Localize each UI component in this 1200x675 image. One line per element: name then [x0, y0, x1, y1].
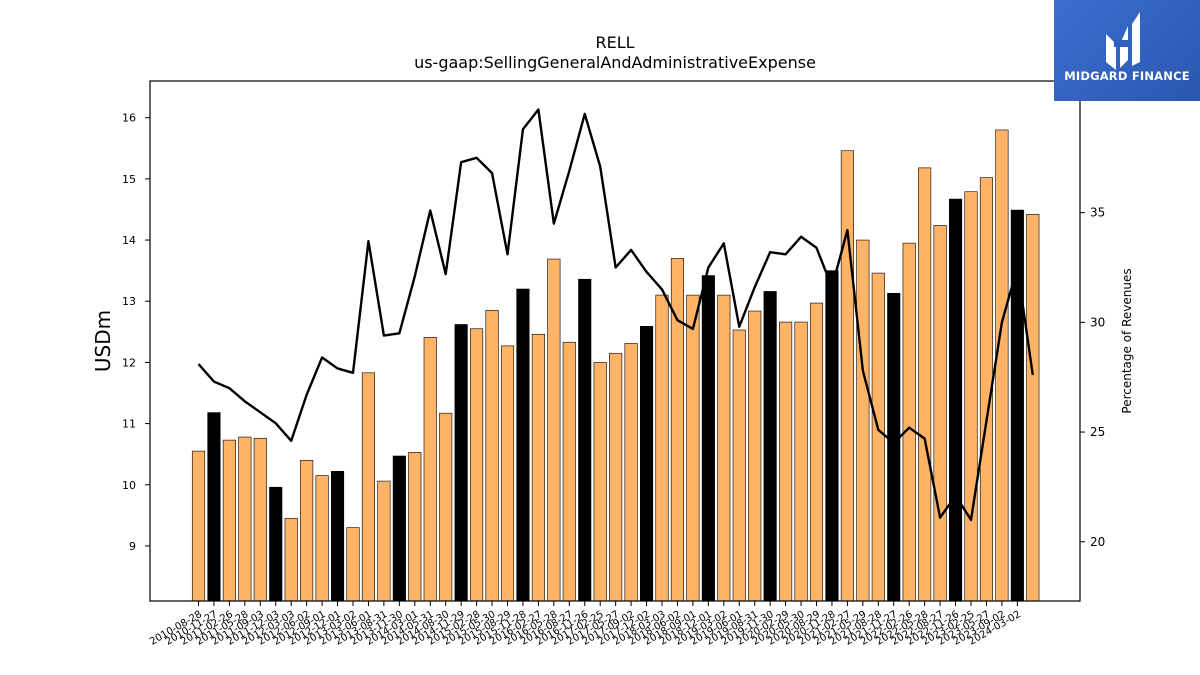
bar [423, 337, 437, 602]
bar [624, 343, 638, 602]
bar [392, 455, 406, 602]
x-axis: 2010-08-282010-11-272011-02-262011-05-28… [148, 601, 1023, 648]
bar [732, 329, 746, 602]
bar [748, 310, 762, 602]
bar [330, 471, 345, 602]
bar [918, 167, 932, 602]
bar [948, 198, 963, 602]
bar [856, 239, 870, 602]
bar [779, 321, 793, 602]
line-layer [197, 108, 1034, 522]
bar [300, 459, 314, 602]
bar [717, 294, 731, 602]
bar [840, 150, 854, 602]
bar [284, 518, 298, 602]
bar [609, 352, 623, 602]
y2-tick-label: 35 [1090, 206, 1105, 220]
y2-axis-label: Percentage of Revenues [1120, 268, 1134, 413]
bar [207, 412, 221, 602]
y-axis: 9 10 11 12 13 14 15 16 [122, 112, 150, 553]
bar [500, 345, 515, 602]
bar [470, 328, 484, 602]
bar [315, 475, 329, 602]
bar [902, 242, 916, 602]
midgard-finance-logo: MIDGARD FINANCE [1054, 0, 1200, 101]
bar [253, 437, 267, 602]
y-tick-label: 11 [122, 418, 136, 431]
bar [269, 486, 283, 602]
y2-tick-label: 25 [1090, 425, 1105, 439]
y-tick-label: 15 [122, 173, 136, 186]
y-tick-label: 10 [122, 479, 136, 492]
y2-tick-label: 30 [1090, 315, 1105, 329]
bar [578, 278, 592, 602]
bar [547, 258, 561, 602]
bar [887, 292, 901, 602]
y-tick-label: 16 [122, 112, 136, 125]
plot-frame [149, 80, 1081, 602]
chart-subtitle: us-gaap:SellingGeneralAndAdministrativeE… [414, 53, 816, 72]
y-axis-label: USDm [91, 310, 115, 372]
percentage-line [197, 108, 1034, 522]
bar [701, 275, 715, 602]
bar [485, 310, 499, 602]
bar [454, 324, 468, 602]
bar [439, 412, 453, 602]
bar [933, 225, 947, 602]
y-tick-label: 12 [122, 356, 136, 369]
y-tick-label: 13 [122, 295, 136, 308]
bar [871, 272, 885, 602]
bar [562, 341, 576, 602]
bar [238, 436, 252, 602]
y2-axis: 20 25 30 35 [1080, 206, 1105, 549]
bar [516, 288, 530, 602]
bar [686, 294, 700, 602]
bar [763, 291, 777, 602]
bar [655, 294, 669, 602]
midgard-logo-icon [1106, 12, 1140, 70]
bar [408, 452, 422, 602]
bar [377, 480, 391, 602]
bar [361, 372, 376, 602]
bar [825, 270, 839, 602]
bar [995, 129, 1009, 602]
bar [593, 362, 607, 602]
y2-tick-label: 20 [1090, 535, 1105, 549]
bar [964, 191, 978, 602]
bar [191, 450, 206, 602]
logo-text: MIDGARD FINANCE [1064, 69, 1190, 83]
chart-title: RELL [595, 33, 634, 52]
bar [809, 302, 824, 602]
bar [346, 527, 360, 602]
bar [531, 333, 545, 602]
bar [794, 321, 808, 602]
y-tick-label: 14 [122, 234, 136, 247]
bar [639, 326, 654, 602]
y-tick-label: 9 [129, 540, 136, 553]
bar [222, 439, 236, 602]
bar [1026, 214, 1040, 602]
